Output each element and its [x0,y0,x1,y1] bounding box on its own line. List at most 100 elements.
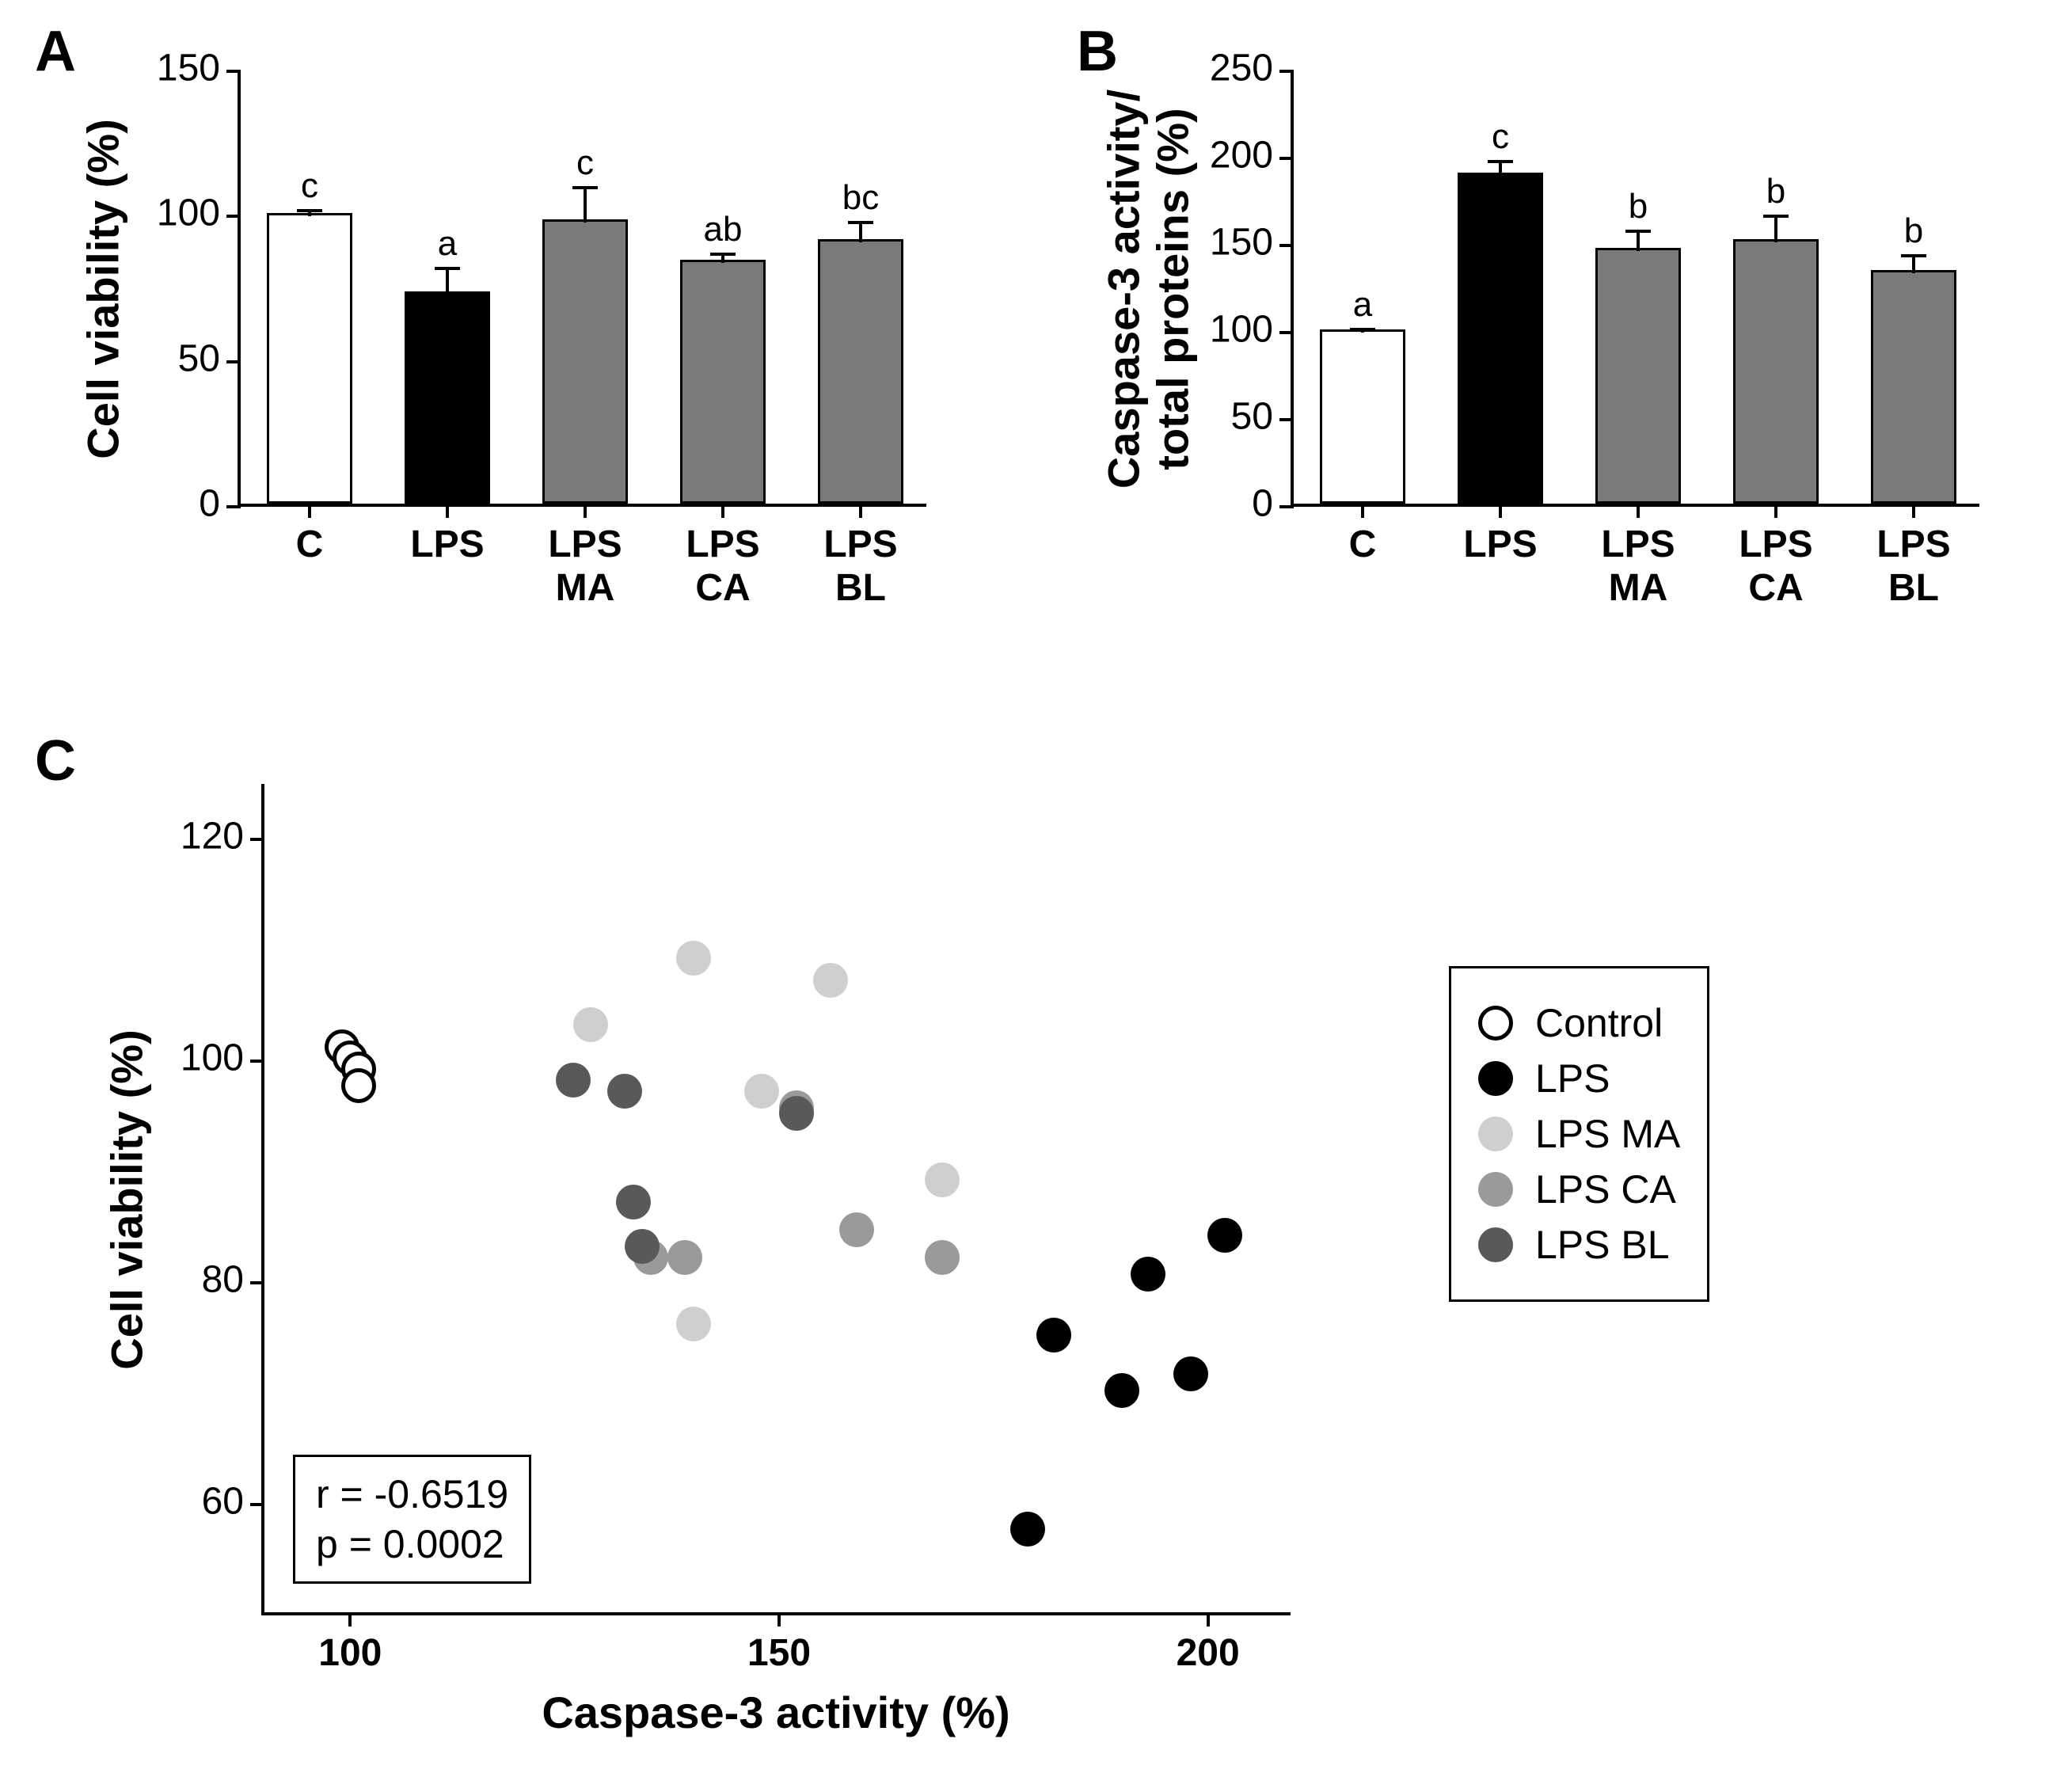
xtick-label: LPS BL [823,523,897,610]
xtick [1774,504,1777,518]
xtick-label: LPS MA [1601,523,1675,610]
legend-label: LPS CA [1535,1166,1676,1212]
bar [1458,173,1543,504]
panel-a-bar-chart: Cell viability (%) 050100150CcLPSaLPS MA… [238,71,926,507]
bar [680,260,766,504]
ytick-label: 150 [157,47,220,90]
significance-letter: b [1629,187,1648,226]
error-bar [1637,231,1640,250]
bar [1733,239,1819,504]
figure: A Cell viability (%) 050100150CcLPSaLPS … [0,0,2053,1792]
error-cap [435,267,460,270]
ytick-label: 100 [181,1037,244,1080]
scatter-point [1036,1318,1071,1353]
legend-marker-icon [1478,1227,1513,1262]
scatter-point [676,1307,711,1341]
legend-label: Control [1535,1000,1663,1046]
xtick-label: LPS CA [686,523,759,610]
error-bar [446,268,449,295]
ytick-label: 60 [202,1480,244,1524]
scatter-point [667,1240,702,1275]
panel-b-ylabel: Caspase-3 activity/ total proteins (%) [1099,89,1196,489]
ytick [250,1060,264,1063]
ytick-label: 200 [1210,134,1273,177]
panel-label-b: B [1077,19,1118,84]
ytick-label: 80 [202,1258,244,1302]
ytick-label: 0 [1252,482,1273,526]
error-bar [859,223,862,243]
bar [542,219,628,504]
ytick-label: 100 [157,192,220,235]
error-cap [572,186,598,189]
ytick-label: 50 [178,337,220,380]
xtick-label: 150 [747,1631,811,1675]
ytick [1279,244,1294,247]
error-bar [1912,256,1915,273]
bar [1871,270,1956,504]
significance-letter: ab [704,210,743,249]
error-cap [1763,215,1789,218]
significance-letter: c [1492,117,1509,157]
xtick [308,504,311,518]
bar [1595,248,1681,504]
ytick [1279,157,1294,160]
scatter-point [779,1096,814,1131]
scatter-point [625,1229,660,1264]
ytick [226,360,241,363]
xtick-label: LPS [410,523,484,566]
significance-letter: a [1353,285,1372,325]
error-bar [584,188,587,223]
xtick-label: 100 [318,1631,382,1675]
error-cap [1901,254,1926,257]
xtick [584,504,587,518]
panel-b-plot-area: 050100150200250CaLPScLPS MAbLPS CAbLPS B… [1291,71,1979,507]
error-cap [297,209,322,212]
scatter-point [1104,1373,1139,1408]
stats-r: r = -0.6519 [316,1470,508,1520]
ytick [226,215,241,218]
significance-letter: c [301,166,318,206]
error-cap [1350,328,1375,331]
ytick [1279,505,1294,508]
significance-letter: b [1904,211,1923,251]
bar [405,291,490,504]
panel-c-ylabel: Cell viability (%) [101,1029,153,1369]
panel-c-xlabel: Caspase-3 activity (%) [542,1687,1009,1738]
stats-p: p = 0.0002 [316,1520,508,1569]
scatter-point [1010,1512,1045,1547]
xtick-label: C [1349,523,1377,566]
legend-marker-icon [1478,1061,1513,1096]
significance-letter: a [438,224,457,264]
error-cap [710,253,736,256]
ytick-label: 50 [1231,395,1273,439]
legend-marker-icon [1478,1117,1513,1151]
scatter-point [925,1162,960,1197]
ytick [226,505,241,508]
scatter-point [1207,1218,1242,1253]
scatter-point [839,1212,874,1247]
panel-c-legend: ControlLPSLPS MALPS CALPS BL [1449,966,1709,1302]
error-cap [848,221,873,224]
xtick [446,504,449,518]
ytick-label: 150 [1210,221,1273,264]
scatter-point [607,1074,642,1109]
significance-letter: b [1766,172,1785,211]
panel-c-scatter: Cell viability (%) 6080100120100150200 C… [261,784,1291,1615]
ytick [1279,70,1294,73]
xtick [1912,504,1915,518]
significance-letter: bc [842,178,879,218]
panel-label-a: A [35,19,76,84]
scatter-point [573,1007,608,1042]
legend-item: LPS CA [1478,1166,1680,1212]
error-cap [1625,230,1651,233]
xtick-label: LPS BL [1876,523,1950,610]
panel-a-ylabel: Cell viability (%) [78,119,129,458]
error-bar [1499,162,1502,176]
ytick-label: 250 [1210,47,1273,90]
panel-b-bar-chart: Caspase-3 activity/ total proteins (%) 0… [1291,71,1979,507]
ytick [250,1281,264,1284]
scatter-point [1173,1356,1208,1391]
ytick [1279,418,1294,421]
xtick [1207,1612,1210,1626]
ytick-label: 120 [181,815,244,858]
